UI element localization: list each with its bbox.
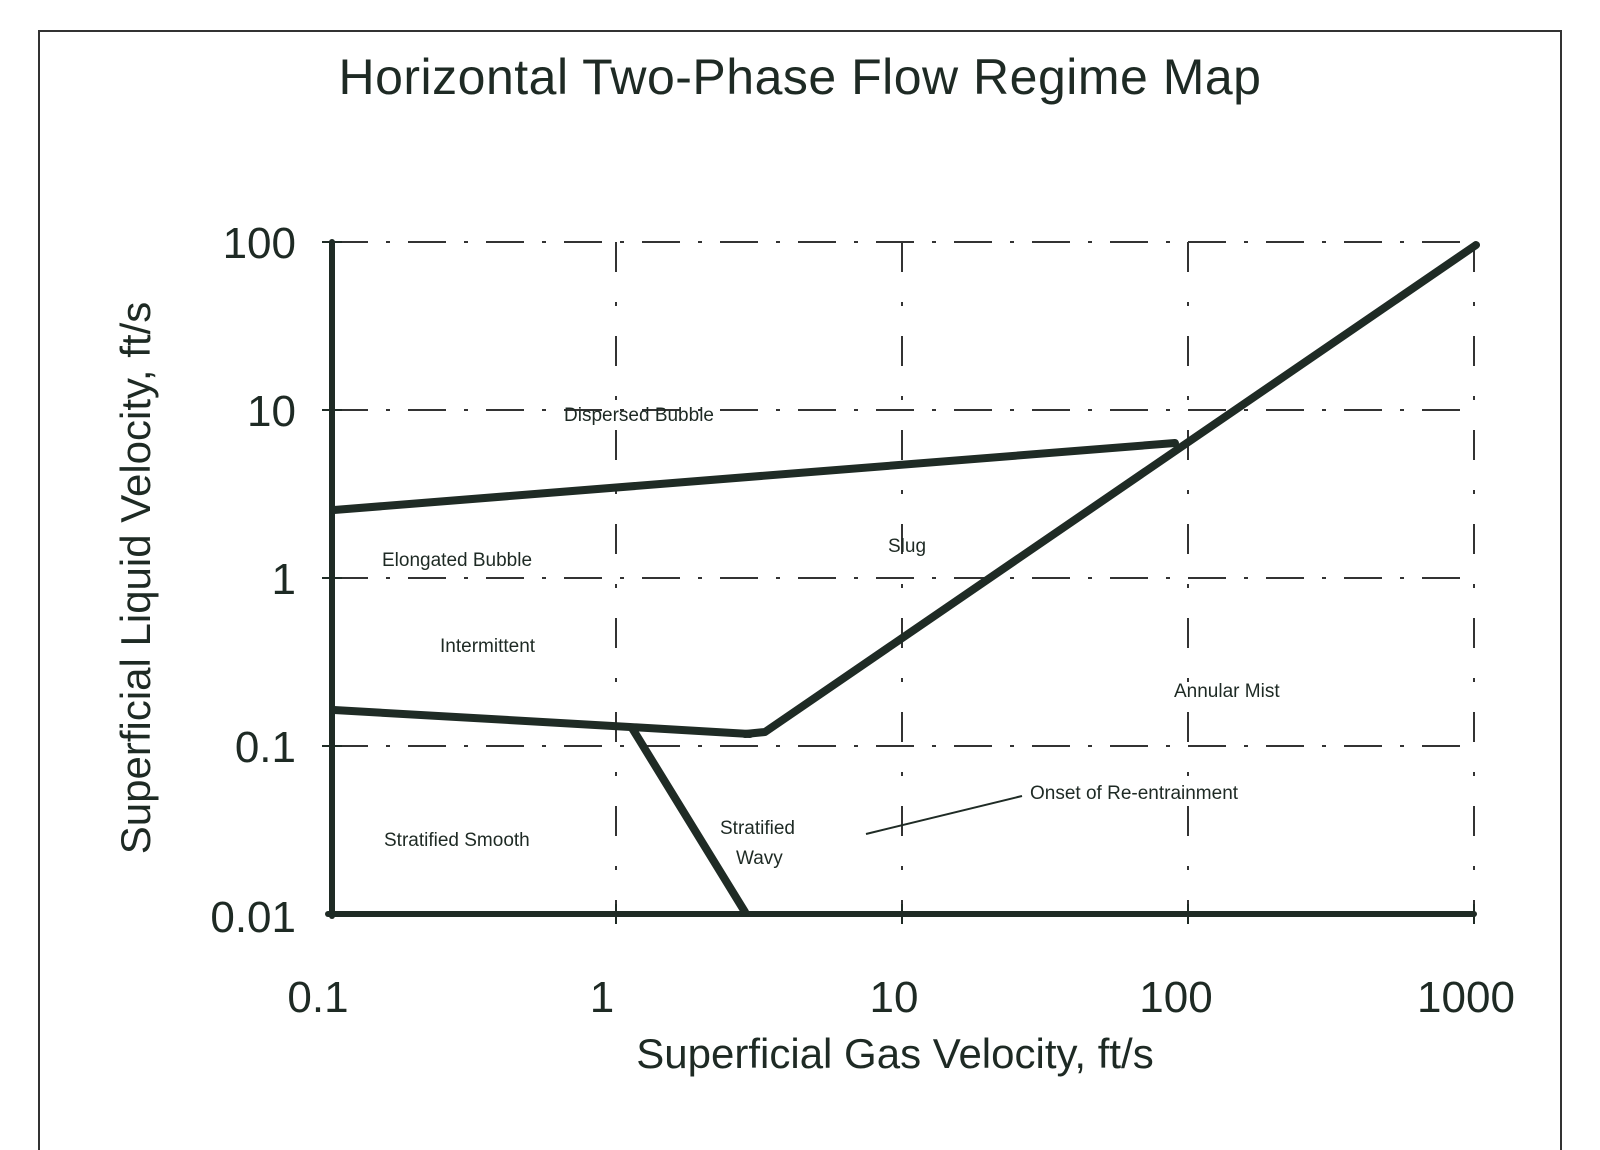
x-tick-labels: 0.1 1 10 100 1000: [287, 973, 1515, 1022]
axis-ticks: [322, 241, 1475, 924]
chart-frame: [38, 30, 1562, 1150]
annotation-onset-re-entrainment: Onset of Re-entrainment: [1030, 783, 1239, 804]
region-elongated-bubble: Elongated Bubble: [382, 550, 532, 571]
x-tick-100: 100: [1139, 973, 1212, 1022]
dispersed-bubble-boundary: [330, 439, 1179, 514]
x-tick-1: 1: [590, 973, 614, 1022]
x-tick-1000: 1000: [1417, 973, 1515, 1022]
region-slug: Slug: [888, 536, 926, 557]
chart-title: Horizontal Two-Phase Flow Regime Map: [338, 49, 1262, 105]
flow-regime-plot: 100 10 1 0.1 0.01 0.1 1 10 100 1000 Disp…: [210, 219, 1515, 1022]
region-stratified-wavy-line2: Wavy: [736, 848, 783, 869]
region-labels: Dispersed Bubble Elongated Bubble Slug I…: [382, 405, 1280, 869]
region-stratified-wavy-line1: Stratified: [720, 818, 795, 839]
y-tick-100: 100: [223, 219, 296, 268]
annular-mist-boundary: [741, 241, 1480, 738]
y-tick-0.01: 0.01: [210, 893, 296, 942]
y-tick-1: 1: [272, 555, 296, 604]
region-intermittent: Intermittent: [440, 636, 536, 657]
stratified-smooth-wavy-boundary: [628, 724, 749, 916]
stratified-boundary: [330, 706, 754, 738]
grid-vertical: [615, 242, 1475, 914]
y-tick-10: 10: [247, 387, 296, 436]
region-stratified-smooth: Stratified Smooth: [384, 830, 530, 851]
region-dispersed-bubble: Dispersed Bubble: [564, 405, 714, 426]
x-axis-label: Superficial Gas Velocity, ft/s: [636, 1030, 1154, 1077]
y-axis-label: Superficial Liquid Velocity, ft/s: [112, 301, 159, 855]
x-tick-10: 10: [870, 973, 919, 1022]
region-annular-mist: Annular Mist: [1174, 681, 1280, 702]
y-tick-labels: 100 10 1 0.1 0.01: [210, 219, 296, 942]
regime-boundaries: [330, 241, 1480, 916]
x-tick-0.1: 0.1: [287, 973, 348, 1022]
onset-leader-line: [865, 795, 1023, 835]
y-tick-0.1: 0.1: [235, 723, 296, 772]
